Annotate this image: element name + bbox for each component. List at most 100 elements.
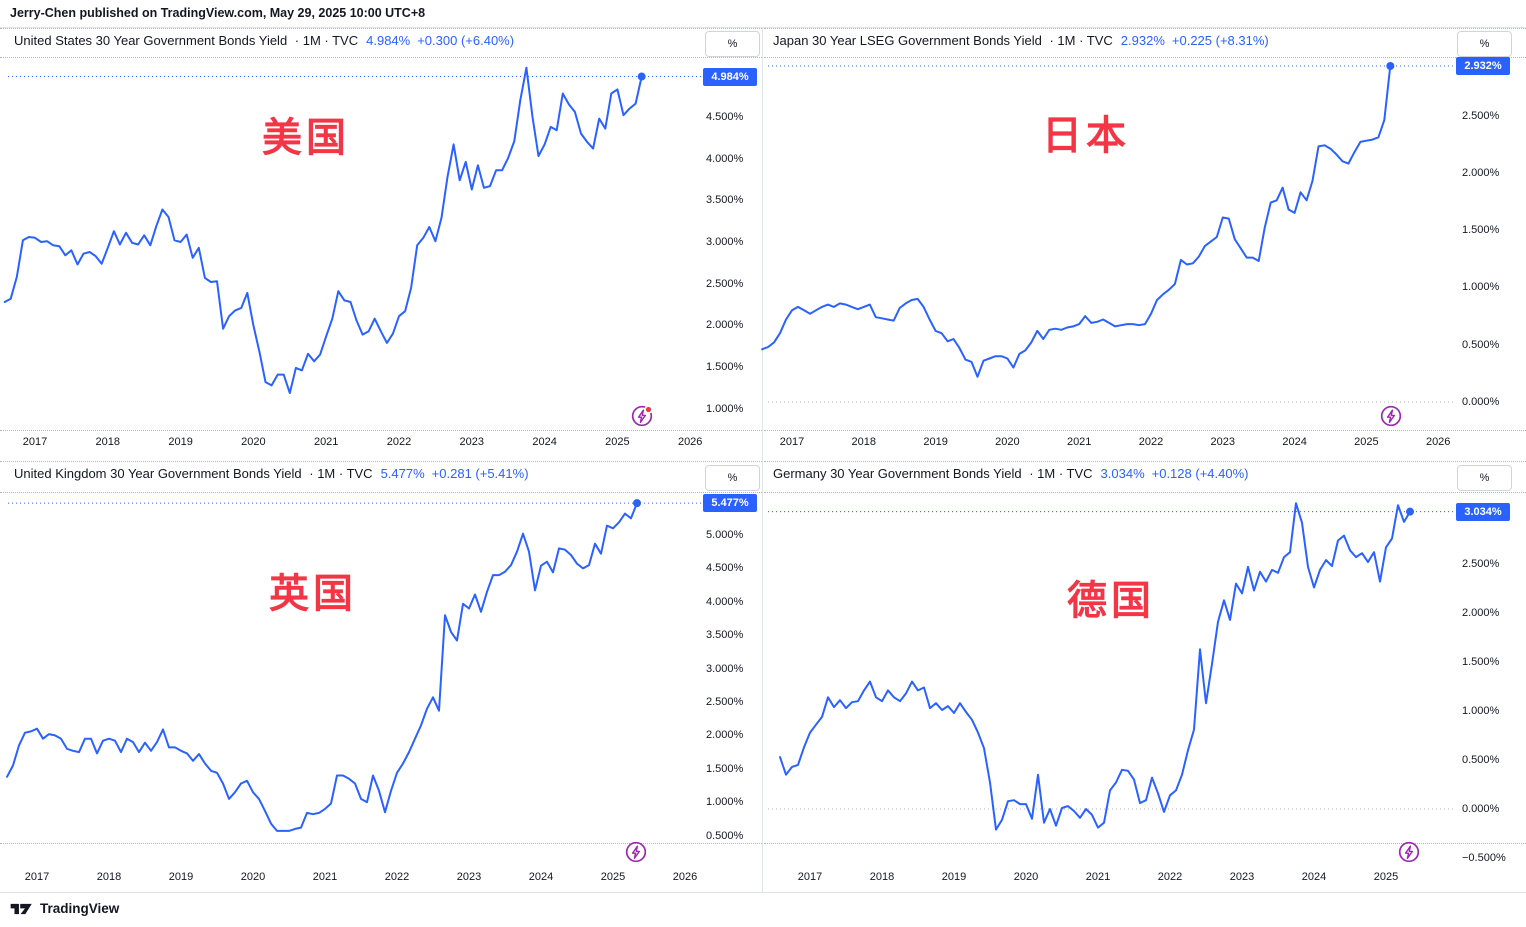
x-axis-year-label: 2024: [1282, 436, 1307, 448]
chart-header-japan: Japan 30 Year LSEG Government Bonds Yiel…: [773, 33, 1269, 48]
pane-border-line: [764, 430, 1526, 431]
unit-percent-button[interactable]: %: [705, 31, 760, 57]
chart-title: Germany 30 Year Government Bonds Yield: [773, 466, 1022, 481]
pane-border-line: [764, 492, 1526, 493]
x-axis-year-label: 2024: [528, 871, 554, 883]
country-annotation-japan: 日本: [1042, 114, 1130, 158]
y-axis-tick-label: 4.500%: [706, 562, 744, 575]
last-point-dot: [1406, 507, 1414, 516]
country-annotation-germany: 德国: [1067, 579, 1155, 623]
footer-brand[interactable]: TradingView: [10, 901, 119, 916]
chart-header-us: United States 30 Year Government Bonds Y…: [14, 33, 514, 48]
x-axis-year-label: 2017: [22, 436, 48, 448]
last-point-dot: [1386, 61, 1395, 70]
y-axis-tick-label: 1.500%: [706, 762, 744, 775]
x-axis-year-label: 2021: [1085, 871, 1111, 883]
y-axis-tick-label: 0.000%: [1462, 396, 1500, 408]
y-axis-tick-label: 2.500%: [706, 277, 744, 290]
pane-border-line: [0, 492, 762, 493]
y-axis-tick-label: 1.000%: [706, 796, 744, 809]
y-axis-tick-label: 2.500%: [1462, 558, 1500, 570]
x-axis-year-label: 2022: [1138, 436, 1164, 448]
lightning-icon[interactable]: [629, 403, 655, 429]
y-axis-tick-label: 3.000%: [706, 236, 744, 248]
x-axis-year-label: 2017: [779, 436, 805, 448]
chart-change: +0.128 (+4.40%): [1151, 466, 1249, 481]
x-axis-year-label: 2021: [313, 436, 339, 448]
x-axis-year-label: 2018: [96, 871, 122, 883]
x-axis-year-label: 2019: [168, 436, 193, 448]
x-axis-year-label: 2025: [1373, 871, 1399, 883]
y-axis-tick-label: −0.500%: [1462, 852, 1506, 864]
country-annotation-us: 美国: [262, 116, 350, 160]
alert-dot-icon: [644, 405, 653, 414]
y-axis-tick-label: 1.500%: [706, 361, 744, 374]
y-axis-tick-label: 3.000%: [706, 662, 744, 675]
pane-border-line: [764, 28, 1526, 29]
y-axis-tick-label: 3.500%: [706, 194, 744, 207]
y-axis-tick-label: 0.500%: [1462, 754, 1500, 766]
x-axis-year-label: 2022: [1157, 871, 1183, 883]
x-axis-year-label: 2020: [995, 436, 1020, 448]
x-axis-year-label: 2020: [240, 871, 266, 883]
last-point-dot: [637, 72, 646, 81]
tradingview-logo-icon: [10, 903, 32, 914]
x-axis-year-label: 2025: [600, 871, 626, 883]
y-axis-tick-label: 2.500%: [1462, 109, 1500, 122]
pane-border-line: [764, 461, 1526, 462]
y-axis-tick-label: 0.000%: [1462, 803, 1500, 815]
x-axis-year-label: 2023: [1229, 871, 1255, 883]
x-axis-year-label: 2021: [1066, 436, 1092, 448]
y-axis-tick-label: 2.500%: [706, 696, 744, 708]
price-badge: 5.477%: [703, 494, 757, 512]
x-axis-year-label: 2017: [797, 871, 823, 883]
unit-percent-button[interactable]: %: [705, 465, 760, 491]
y-axis-tick-label: 2.000%: [1462, 607, 1500, 619]
panel-divider-vertical: [762, 28, 763, 892]
footer-brand-label: TradingView: [40, 901, 120, 916]
y-axis-tick-label: 1.000%: [1462, 705, 1500, 717]
unit-percent-button[interactable]: %: [1457, 465, 1512, 491]
x-axis-year-label: 2023: [456, 871, 482, 883]
last-point-dot: [633, 499, 641, 508]
chart-title: United States 30 Year Government Bonds Y…: [14, 33, 288, 48]
lightning-icon[interactable]: [623, 839, 649, 865]
x-axis-year-label: 2024: [532, 436, 557, 448]
y-axis-tick-label: 4.000%: [706, 152, 744, 165]
pane-border-line: [764, 843, 1526, 844]
price-badge: 2.932%: [1456, 57, 1510, 75]
x-axis-year-label: 2024: [1301, 871, 1327, 883]
yield-series-line: [6, 502, 638, 832]
unit-percent-button[interactable]: %: [1457, 31, 1512, 57]
chart-title: United Kingdom 30 Year Government Bonds …: [14, 466, 302, 481]
x-axis-year-label: 2023: [1210, 436, 1236, 448]
yield-series-line: [779, 502, 1411, 831]
y-axis-tick-label: 5.000%: [706, 529, 744, 541]
y-axis-tick-label: 4.500%: [706, 110, 744, 123]
pane-border-line: [0, 843, 762, 844]
y-axis-tick-label: 2.000%: [706, 319, 744, 332]
y-axis-tick-label: 2.000%: [706, 729, 744, 742]
chart-last-value: 3.034%: [1100, 466, 1145, 481]
x-axis-year-label: 2026: [1425, 436, 1451, 448]
chart-interval-exchange: · 1M · TVC: [305, 466, 373, 481]
x-axis-year-label: 2020: [1013, 871, 1039, 883]
lightning-icon[interactable]: [1396, 839, 1422, 865]
price-badge: 4.984%: [703, 68, 757, 86]
chart-interval-exchange: · 1M · TVC: [1025, 466, 1093, 481]
y-axis-tick-label: 1.000%: [1462, 281, 1500, 294]
y-axis-tick-label: 3.500%: [706, 629, 744, 642]
x-axis-year-label: 2025: [605, 436, 630, 448]
chart-last-value: 2.932%: [1120, 33, 1165, 48]
x-axis-year-label: 2018: [95, 436, 121, 448]
chart-header-uk: United Kingdom 30 Year Government Bonds …: [14, 466, 529, 481]
y-axis-tick-label: 1.000%: [706, 402, 744, 415]
chart-interval-exchange: · 1M · TVC: [291, 33, 359, 48]
x-axis-year-label: 2026: [677, 436, 703, 448]
publisher-line: Jerry-Chen published on TradingView.com,…: [10, 6, 426, 20]
pane-border-line: [0, 57, 762, 58]
lightning-icon[interactable]: [1378, 403, 1404, 429]
x-axis-year-label: 2021: [312, 871, 338, 883]
x-axis-year-label: 2026: [672, 871, 698, 883]
